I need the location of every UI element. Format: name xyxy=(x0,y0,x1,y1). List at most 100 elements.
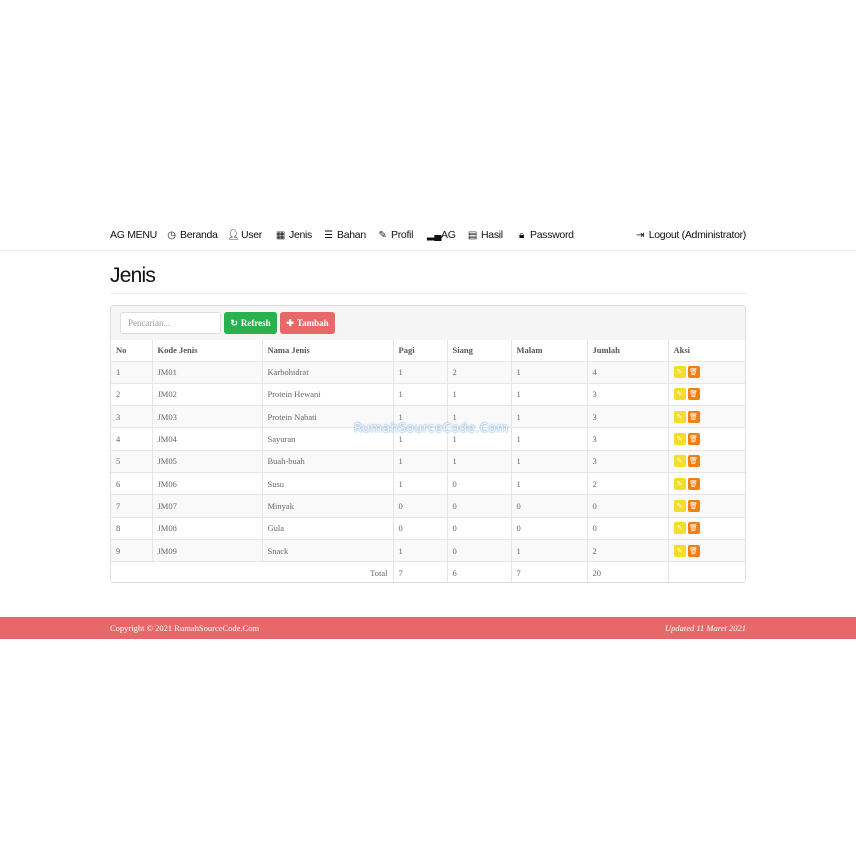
column-header: Aksi xyxy=(667,340,745,362)
cell-pagi: 1 xyxy=(392,471,448,496)
cell-no: 6 xyxy=(111,471,153,496)
logout-link[interactable]: ⇥ Logout (Administrator) xyxy=(635,229,746,241)
cell-nama: Minyak xyxy=(261,494,394,518)
cell-aksi: ✎ 🗑︎ xyxy=(667,405,745,429)
cell-no: 2 xyxy=(111,382,153,407)
cell-malam: 0 xyxy=(510,516,588,540)
cell-aksi: ✎ 🗑︎ xyxy=(667,516,745,540)
total-pagi: 7 xyxy=(392,561,448,582)
clock-icon: ◷ xyxy=(167,229,176,241)
nav-ag[interactable]: ▂▄ AG xyxy=(427,229,456,241)
delete-button[interactable]: 🗑︎ xyxy=(687,388,700,401)
cell-jumlah: 3 xyxy=(586,382,669,407)
edit-button[interactable]: ✎ xyxy=(673,455,686,468)
edit-button[interactable]: ✎ xyxy=(673,544,686,557)
lock-icon: 🔒︎ xyxy=(518,229,525,241)
cell-kode: JM07 xyxy=(151,494,263,518)
cell-malam: 1 xyxy=(510,360,588,384)
plus-icon: ✚ xyxy=(286,317,294,328)
nav-label: AG xyxy=(441,229,456,241)
edit-button[interactable]: ✎ xyxy=(673,366,686,379)
cell-jumlah: 2 xyxy=(586,471,669,496)
table-row: 2 JM02 Protein Hewani 1 1 1 3 ✎ 🗑︎ xyxy=(111,382,745,407)
total-malam: 7 xyxy=(510,561,588,582)
cell-nama: Protein Hewani xyxy=(261,382,394,407)
cell-malam: 1 xyxy=(510,449,588,473)
toolbar: ↻Refresh ✚Tambah xyxy=(111,306,745,340)
cell-no: 3 xyxy=(111,405,153,429)
refresh-button[interactable]: ↻ Refresh xyxy=(224,312,277,334)
cell-no: 1 xyxy=(111,360,153,384)
updated-text: Updated 11 Maret 2021 xyxy=(665,623,746,633)
nav-jenis[interactable]: ▦ Jenis xyxy=(275,229,312,241)
column-header: Jumlah xyxy=(586,340,669,362)
cell-siang: 1 xyxy=(446,449,512,473)
add-label: Tambah xyxy=(296,318,329,328)
page-title: Jenis xyxy=(110,264,156,287)
delete-button[interactable]: 🗑︎ xyxy=(687,544,700,557)
cell-jumlah: 2 xyxy=(586,538,669,563)
cell-nama: Susu xyxy=(261,471,394,496)
table-row: 8 JM08 Gula 0 0 0 0 ✎ 🗑︎ xyxy=(111,516,745,540)
logout-icon: ⇥ xyxy=(636,229,645,241)
cell-nama: Snack xyxy=(261,538,394,563)
watermark: RumahSourceCode.Com xyxy=(354,421,509,435)
cell-kode: JM01 xyxy=(151,360,263,384)
edit-button[interactable]: ✎ xyxy=(673,410,686,423)
nav-label: Hasil xyxy=(481,229,503,241)
cell-aksi: ✎ 🗑︎ xyxy=(667,382,745,407)
cell-no: 4 xyxy=(111,427,153,451)
cell-aksi: ✎ 🗑︎ xyxy=(667,449,745,473)
total-empty xyxy=(667,561,745,582)
logout-label: Logout (Administrator) xyxy=(648,229,747,241)
edit-button[interactable]: ✎ xyxy=(673,433,686,446)
cell-pagi: 1 xyxy=(392,538,448,563)
nav-password[interactable]: 🔒︎ Password xyxy=(516,229,574,241)
cell-jumlah: 4 xyxy=(586,360,669,384)
nav-user[interactable]: 👤︎ User xyxy=(227,229,262,241)
delete-button[interactable]: 🗑︎ xyxy=(687,522,700,535)
delete-button[interactable]: 🗑︎ xyxy=(687,477,700,490)
delete-button[interactable]: 🗑︎ xyxy=(687,366,700,379)
edit-button[interactable]: ✎ xyxy=(673,388,686,401)
cell-malam: 1 xyxy=(510,538,588,563)
table-row: 1 JM01 Karbohidrat 1 2 1 4 ✎ 🗑︎ xyxy=(111,360,745,384)
delete-button[interactable]: 🗑︎ xyxy=(687,410,700,423)
table-row: 9 JM09 Snack 1 0 1 2 ✎ 🗑︎ xyxy=(111,538,745,563)
brand-link[interactable]: AG MENU xyxy=(110,229,157,241)
nav-hasil[interactable]: ▤ Hasil xyxy=(467,229,503,241)
nav-profil[interactable]: ✎ Profil xyxy=(377,229,413,241)
column-header: Malam xyxy=(510,340,588,362)
table-row: 6 JM06 Susu 1 0 1 2 ✎ 🗑︎ xyxy=(111,471,745,496)
total-row: Total 7 6 7 20 xyxy=(111,561,745,582)
column-header: Pagi xyxy=(392,340,448,362)
cell-jumlah: 3 xyxy=(586,449,669,473)
refresh-label: Refresh xyxy=(240,318,271,328)
search-input[interactable] xyxy=(120,312,221,334)
cell-pagi: 0 xyxy=(392,516,448,540)
cell-kode: JM09 xyxy=(151,538,263,563)
cell-pagi: 1 xyxy=(392,449,448,473)
nav-bahan[interactable]: ☰ Bahan xyxy=(323,229,366,241)
edit-button[interactable]: ✎ xyxy=(673,477,686,490)
cell-no: 7 xyxy=(111,494,153,518)
delete-button[interactable]: 🗑︎ xyxy=(687,499,700,512)
add-button[interactable]: ✚ Tambah xyxy=(280,312,335,334)
cell-malam: 1 xyxy=(510,427,588,451)
delete-button[interactable]: 🗑︎ xyxy=(687,433,700,446)
cell-kode: JM03 xyxy=(151,405,263,429)
edit-button[interactable]: ✎ xyxy=(673,522,686,535)
table-row: 7 JM07 Minyak 0 0 0 0 ✎ 🗑︎ xyxy=(111,494,745,518)
cell-nama: Karbohidrat xyxy=(261,360,394,384)
cell-siang: 0 xyxy=(446,494,512,518)
nav-label: Beranda xyxy=(180,229,218,241)
edit-button[interactable]: ✎ xyxy=(673,499,686,512)
nav-beranda[interactable]: ◷ Beranda xyxy=(166,229,218,241)
brand-label: AG MENU xyxy=(110,229,157,241)
delete-button[interactable]: 🗑︎ xyxy=(687,455,700,468)
cell-siang: 2 xyxy=(446,360,512,384)
total-jumlah: 20 xyxy=(586,561,669,582)
cell-nama: Gula xyxy=(261,516,394,540)
list-icon: ☰ xyxy=(324,229,333,241)
